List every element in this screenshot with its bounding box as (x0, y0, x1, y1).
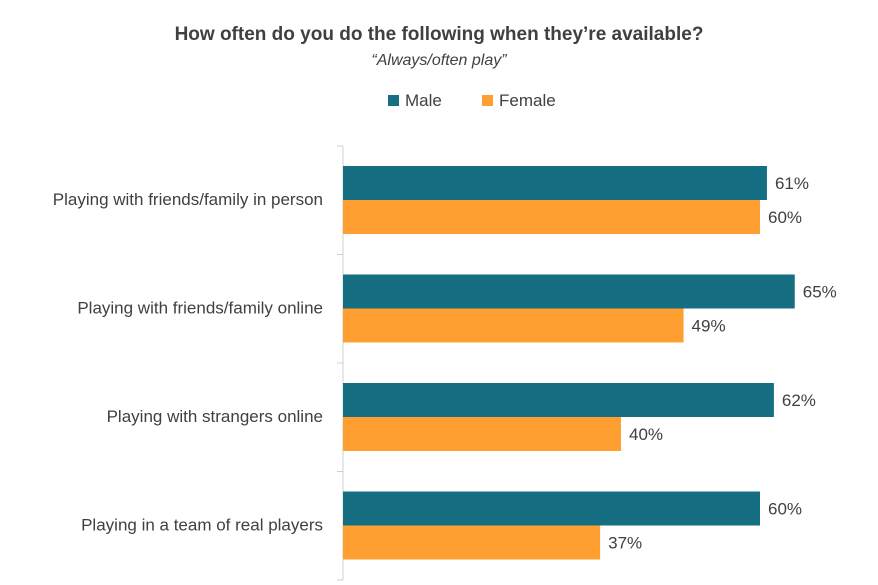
data-label-female: 37% (608, 534, 642, 553)
bar-male (343, 491, 760, 526)
bar-male (343, 166, 767, 200)
legend-swatch-female (482, 95, 493, 106)
data-label-female: 40% (629, 425, 663, 444)
legend-label-male: Male (405, 91, 442, 110)
category-label: Playing in a team of real players (81, 516, 323, 535)
data-label-female: 49% (692, 317, 726, 336)
data-label-male: 61% (775, 174, 809, 193)
bar-female (343, 525, 601, 560)
legend-label-female: Female (499, 91, 556, 110)
category-label: Playing with strangers online (107, 407, 323, 426)
data-label-male: 65% (803, 283, 837, 302)
data-label-female: 60% (768, 208, 802, 227)
category-label: Playing with friends/family online (77, 299, 323, 318)
data-label-male: 62% (782, 391, 816, 410)
bar-male (343, 274, 795, 309)
legend-swatch-male (388, 95, 399, 106)
bar-female (343, 308, 684, 343)
data-label-male: 60% (768, 500, 802, 519)
bar-female (343, 200, 760, 234)
bar-female (343, 417, 621, 451)
bar-male (343, 383, 774, 417)
category-label: Playing with friends/family in person (53, 190, 323, 209)
chart-subtitle: “Always/often play” (371, 52, 507, 69)
chart-title: How often do you do the following when t… (174, 24, 704, 45)
